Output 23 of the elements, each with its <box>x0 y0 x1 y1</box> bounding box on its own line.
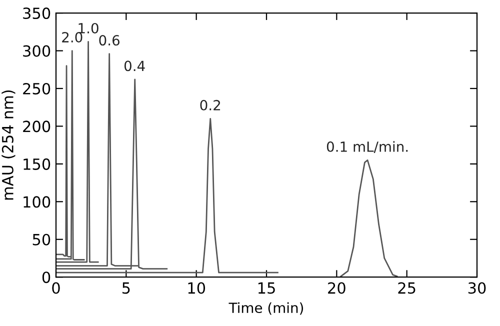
x-tick-label: 20 <box>328 282 346 294</box>
y-axis-title: mAU (254 nm) <box>2 90 16 200</box>
y-tick-label: 350 <box>23 8 50 20</box>
y-tick-label: 250 <box>23 82 50 95</box>
y-tick-label: 200 <box>23 120 50 132</box>
x-axis-title: Time (min) <box>228 302 304 315</box>
y-tick-label: 300 <box>23 45 50 57</box>
y-tick-label: 50 <box>32 234 50 246</box>
annotation: 1.0 <box>78 22 98 34</box>
y-tick-label: 150 <box>24 158 50 170</box>
annotation: 0.1 mL/min. <box>326 141 408 154</box>
x-tick-label: 25 <box>398 282 416 294</box>
annotation: 0.6 <box>99 35 120 46</box>
x-tick-label: 5 <box>122 282 130 294</box>
annotation: 0.4 <box>124 60 145 72</box>
x-tick-label: 30 <box>468 282 486 294</box>
x-tick-label: 0 <box>52 282 60 294</box>
x-tick-label: 10 <box>188 282 206 294</box>
y-tick-label: 0 <box>42 272 50 284</box>
y-tick-label: 100 <box>24 196 50 208</box>
annotation: 0.2 <box>200 100 220 110</box>
x-tick-label: 15 <box>258 282 275 294</box>
annotation: 2.0 <box>62 32 82 43</box>
